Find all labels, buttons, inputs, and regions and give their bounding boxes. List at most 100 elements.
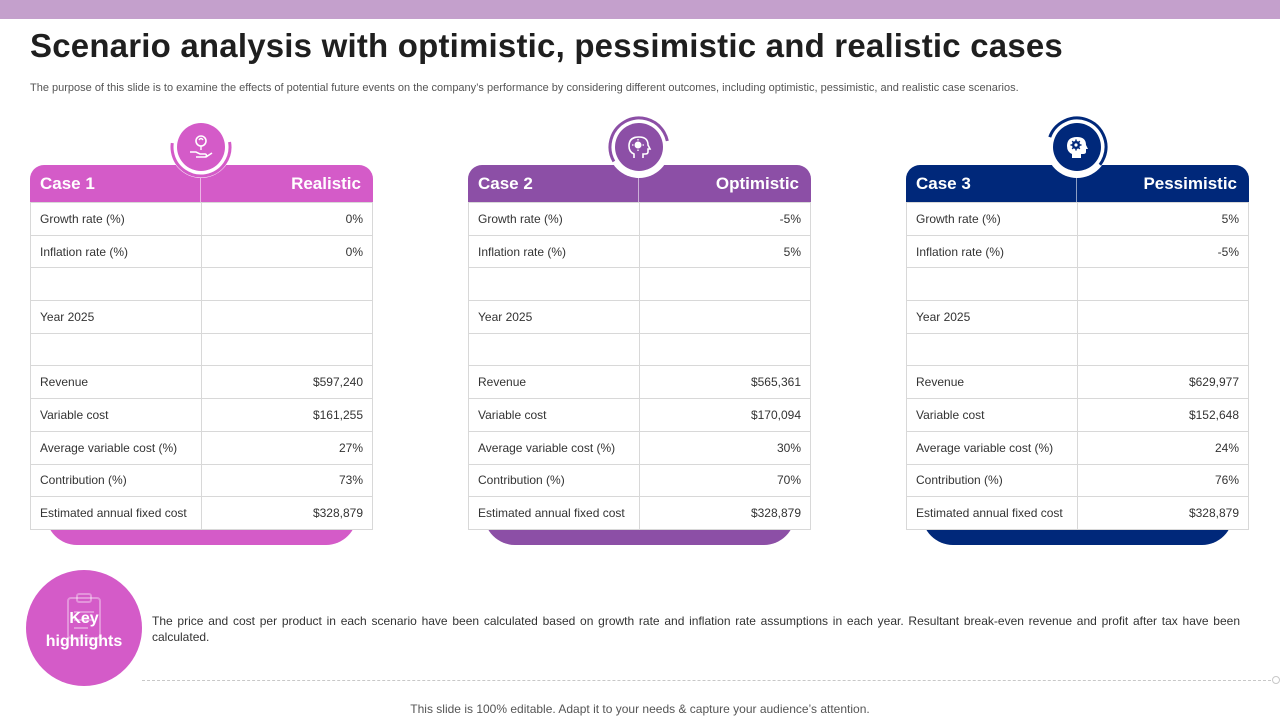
table-row: Growth rate (%) 5%: [906, 202, 1249, 236]
row-value: [639, 300, 811, 334]
row-value: $170,094: [639, 398, 811, 432]
table-row: Revenue $565,361: [468, 365, 811, 400]
case-card-optimistic: Case 2 Optimistic Growth rate (%) -5% Inf…: [468, 116, 811, 548]
row-label: Year 2025: [906, 300, 1078, 334]
table-row: Year 2025: [906, 300, 1249, 334]
header-divider: [638, 165, 639, 202]
row-value: 5%: [1077, 202, 1249, 236]
table-row: [906, 267, 1249, 302]
clipboard-icon: [67, 593, 101, 639]
row-label: [906, 267, 1078, 302]
icon-ring-arc: [1046, 116, 1108, 178]
key-highlights-line2: highlights: [45, 633, 123, 650]
row-label: Contribution (%): [906, 463, 1078, 498]
icon-disc: [1053, 123, 1101, 171]
row-value: $565,361: [639, 365, 811, 400]
icon-ring-arc: [170, 116, 232, 178]
table-row: Average variable cost (%) 27%: [30, 430, 373, 465]
table-row: Average variable cost (%) 24%: [906, 430, 1249, 465]
row-value: [1077, 300, 1249, 334]
table-row: Estimated annual fixed cost $328,879: [906, 496, 1249, 530]
table-row: Contribution (%) 73%: [30, 463, 373, 498]
table-row: Contribution (%) 76%: [906, 463, 1249, 498]
row-value: $161,255: [201, 398, 373, 432]
table-row: [468, 267, 811, 302]
row-value: [1077, 267, 1249, 302]
table-row: Variable cost $161,255: [30, 398, 373, 432]
row-label: Average variable cost (%): [906, 430, 1078, 465]
row-label: Revenue: [30, 365, 202, 400]
case-label: Case 3: [916, 174, 971, 193]
case-table: Growth rate (%) -5% Inflation rate (%) 5% …: [468, 202, 811, 530]
table-row: Variable cost $170,094: [468, 398, 811, 432]
table-row: Inflation rate (%) -5%: [906, 234, 1249, 269]
row-label: [468, 332, 640, 367]
row-value: $328,879: [201, 496, 373, 530]
row-label: Inflation rate (%): [30, 234, 202, 269]
row-label: Growth rate (%): [30, 202, 202, 236]
icon-ring-arc: [608, 116, 670, 178]
table-row: Year 2025: [468, 300, 811, 334]
scenario-label: Pessimistic: [1143, 174, 1237, 193]
scenario-label: Optimistic: [715, 174, 799, 193]
row-value: -5%: [639, 202, 811, 236]
row-value: 73%: [201, 463, 373, 498]
row-value: -5%: [1077, 234, 1249, 269]
row-label: Growth rate (%): [468, 202, 640, 236]
row-value: $328,879: [1077, 496, 1249, 530]
case-card-pessimistic: Case 3 Pessimistic Growth rate (%) 5% Inf…: [906, 116, 1249, 548]
row-value: 27%: [201, 430, 373, 465]
row-label: Variable cost: [468, 398, 640, 432]
table-row: Average variable cost (%) 30%: [468, 430, 811, 465]
table-row: Year 2025: [30, 300, 373, 334]
key-highlights-badge: Key highlights: [26, 570, 142, 686]
row-value: 24%: [1077, 430, 1249, 465]
row-label: Estimated annual fixed cost: [468, 496, 640, 530]
header-divider: [200, 165, 201, 202]
table-row: Estimated annual fixed cost $328,879: [468, 496, 811, 530]
table-row: Variable cost $152,648: [906, 398, 1249, 432]
dashed-divider: [142, 680, 1276, 681]
case-table: Growth rate (%) 5% Inflation rate (%) -5% …: [906, 202, 1249, 530]
head-idea-icon: [628, 136, 652, 158]
row-value: 5%: [639, 234, 811, 269]
row-label: Inflation rate (%): [468, 234, 640, 269]
icon-disc: [177, 123, 225, 171]
table-row: [30, 267, 373, 302]
row-label: Inflation rate (%): [906, 234, 1078, 269]
row-value: [201, 300, 373, 334]
row-label: Contribution (%): [468, 463, 640, 498]
row-value: [639, 267, 811, 302]
table-row: Estimated annual fixed cost $328,879: [30, 496, 373, 530]
icon-disc: [615, 123, 663, 171]
row-label: [30, 332, 202, 367]
row-label: Average variable cost (%): [30, 430, 202, 465]
row-label: Estimated annual fixed cost: [30, 496, 202, 530]
row-label: [906, 332, 1078, 367]
row-value: [201, 332, 373, 367]
table-row: Contribution (%) 70%: [468, 463, 811, 498]
row-value: $629,977: [1077, 365, 1249, 400]
scenario-label: Realistic: [291, 174, 361, 193]
row-label: [468, 267, 640, 302]
table-row: [468, 332, 811, 367]
card-header: Case 3 Pessimistic: [906, 165, 1249, 202]
scenario-icon-badge: [170, 116, 232, 178]
row-value: [639, 332, 811, 367]
table-row: [30, 332, 373, 367]
row-value: 76%: [1077, 463, 1249, 498]
table-row: [906, 332, 1249, 367]
table-row: Growth rate (%) -5%: [468, 202, 811, 236]
row-value: $597,240: [201, 365, 373, 400]
row-label: Growth rate (%): [906, 202, 1078, 236]
scenario-icon-badge: [608, 116, 670, 178]
table-row: Revenue $597,240: [30, 365, 373, 400]
row-label: Year 2025: [468, 300, 640, 334]
key-highlights-title: Key highlights: [26, 607, 142, 653]
row-value: 30%: [639, 430, 811, 465]
footer-note: This slide is 100% editable. Adapt it to…: [410, 702, 870, 716]
row-label: Contribution (%): [30, 463, 202, 498]
row-value: $152,648: [1077, 398, 1249, 432]
case-label: Case 2: [478, 174, 533, 193]
table-row: Inflation rate (%) 0%: [30, 234, 373, 269]
